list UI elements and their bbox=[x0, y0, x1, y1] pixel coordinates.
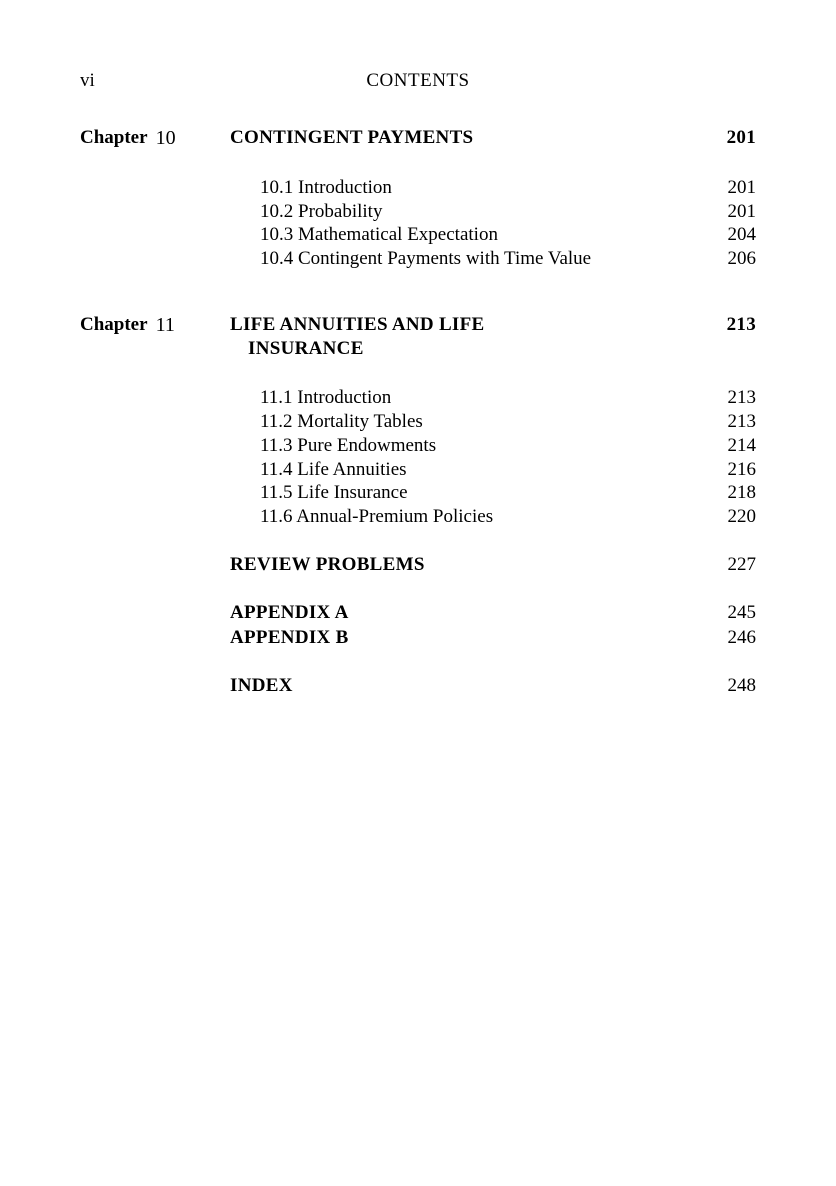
section-row: 10.1 Introduction 201 bbox=[230, 176, 756, 200]
section-label: 11.3 Pure Endowments bbox=[260, 434, 706, 458]
section-label: 10.4 Contingent Payments with Time Value bbox=[260, 247, 706, 271]
section-page: 201 bbox=[706, 200, 756, 224]
chapter-word: Chapter bbox=[80, 313, 148, 338]
backmatter-row: APPENDIX B 246 bbox=[230, 626, 756, 650]
chapter-title: CONTINGENT PAYMENTS bbox=[230, 126, 473, 150]
backmatter-page: 248 bbox=[706, 674, 756, 698]
backmatter-row: INDEX 248 bbox=[230, 674, 756, 698]
section-page: 213 bbox=[706, 410, 756, 434]
backmatter-page: 227 bbox=[706, 553, 756, 577]
spacer bbox=[230, 650, 756, 674]
section-row: 11.2 Mortality Tables 213 bbox=[230, 410, 756, 434]
chapter-title-row: LIFE ANNUITIES AND LIFE INSURANCE 213 bbox=[230, 313, 756, 361]
section-page: 201 bbox=[706, 176, 756, 200]
chapter-number: 10 bbox=[156, 126, 176, 151]
chapter-title-row: CONTINGENT PAYMENTS 201 bbox=[230, 126, 756, 150]
running-head: vi CONTENTS bbox=[80, 70, 756, 92]
chapter-label: Chapter 10 bbox=[80, 126, 230, 151]
section-row: 11.6 Annual-Premium Policies 220 bbox=[230, 505, 756, 529]
backmatter-page: 245 bbox=[706, 601, 756, 625]
backmatter-label: APPENDIX B bbox=[230, 626, 349, 650]
chapter-block: Chapter 10 CONTINGENT PAYMENTS 201 10.1 … bbox=[80, 126, 756, 271]
section-page: 213 bbox=[706, 386, 756, 410]
backmatter-label: INDEX bbox=[230, 674, 293, 698]
section-row: 10.4 Contingent Payments with Time Value… bbox=[230, 247, 756, 271]
section-label: 11.6 Annual-Premium Policies bbox=[260, 505, 706, 529]
backmatter-row: APPENDIX A 245 bbox=[230, 601, 756, 625]
backmatter-label: REVIEW PROBLEMS bbox=[230, 553, 425, 577]
spacer bbox=[230, 577, 756, 601]
section-page: 204 bbox=[706, 223, 756, 247]
chapter-title-line2: INSURANCE bbox=[230, 337, 485, 361]
section-row: 10.3 Mathematical Expectation 204 bbox=[230, 223, 756, 247]
section-label: 11.4 Life Annuities bbox=[260, 458, 706, 482]
chapter-title-line1: CONTINGENT PAYMENTS bbox=[230, 127, 473, 148]
section-page: 218 bbox=[706, 481, 756, 505]
section-row: 11.4 Life Annuities 216 bbox=[230, 458, 756, 482]
section-page: 214 bbox=[706, 434, 756, 458]
chapter-start-page: 201 bbox=[706, 126, 756, 150]
section-page: 216 bbox=[706, 458, 756, 482]
section-label: 11.2 Mortality Tables bbox=[260, 410, 706, 434]
spacer bbox=[230, 529, 756, 553]
toc-page: vi CONTENTS Chapter 10 CONTINGENT PAYMEN… bbox=[0, 0, 836, 1186]
section-label: 11.5 Life Insurance bbox=[260, 481, 706, 505]
chapter-number: 11 bbox=[156, 313, 175, 338]
section-row: 10.2 Probability 201 bbox=[230, 200, 756, 224]
section-row: 11.3 Pure Endowments 214 bbox=[230, 434, 756, 458]
chapter-word: Chapter bbox=[80, 126, 148, 151]
chapter-start-page: 213 bbox=[706, 313, 756, 337]
section-row: 11.5 Life Insurance 218 bbox=[230, 481, 756, 505]
backmatter-page: 246 bbox=[706, 626, 756, 650]
header-spacer bbox=[636, 70, 756, 92]
section-label: 10.2 Probability bbox=[260, 200, 706, 224]
chapter-title-line1: LIFE ANNUITIES AND LIFE bbox=[230, 314, 485, 335]
page-number-roman: vi bbox=[80, 70, 200, 92]
backmatter-row: REVIEW PROBLEMS 227 bbox=[230, 553, 756, 577]
section-page: 206 bbox=[706, 247, 756, 271]
chapter-label: Chapter 11 bbox=[80, 313, 230, 338]
section-label: 11.1 Introduction bbox=[260, 386, 706, 410]
section-row: 11.1 Introduction 213 bbox=[230, 386, 756, 410]
spacer bbox=[80, 271, 756, 313]
backmatter-label: APPENDIX A bbox=[230, 601, 349, 625]
running-head-title: CONTENTS bbox=[200, 70, 636, 92]
section-label: 10.3 Mathematical Expectation bbox=[260, 223, 706, 247]
chapter-title: LIFE ANNUITIES AND LIFE INSURANCE bbox=[230, 313, 485, 361]
section-page: 220 bbox=[706, 505, 756, 529]
section-label: 10.1 Introduction bbox=[260, 176, 706, 200]
chapter-block: Chapter 11 LIFE ANNUITIES AND LIFE INSUR… bbox=[80, 313, 756, 698]
